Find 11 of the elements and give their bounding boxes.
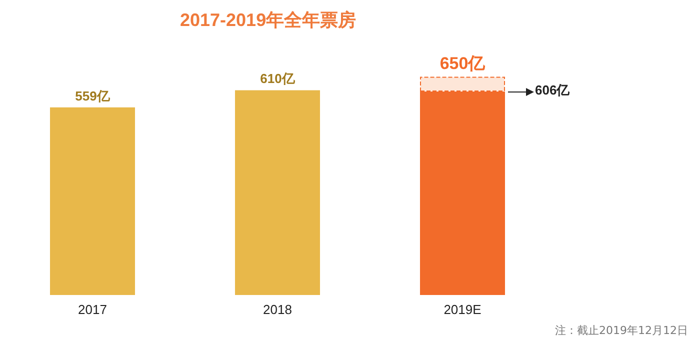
total-label: 650亿 <box>440 54 486 73</box>
text: 注：截止2019年12月12日 <box>555 323 688 338</box>
bar <box>235 90 320 295</box>
x-tick-label: 2019E <box>444 302 482 317</box>
x-tick-label: 2017 <box>78 302 107 317</box>
data-label: 606亿 <box>535 82 571 98</box>
x-tick-label: 2018 <box>263 302 292 317</box>
bar <box>50 107 135 295</box>
data-label: 610亿 <box>260 71 296 86</box>
data-label: 559亿 <box>75 88 111 104</box>
chart-title: 2017-2019年全年票房 <box>180 10 356 30</box>
